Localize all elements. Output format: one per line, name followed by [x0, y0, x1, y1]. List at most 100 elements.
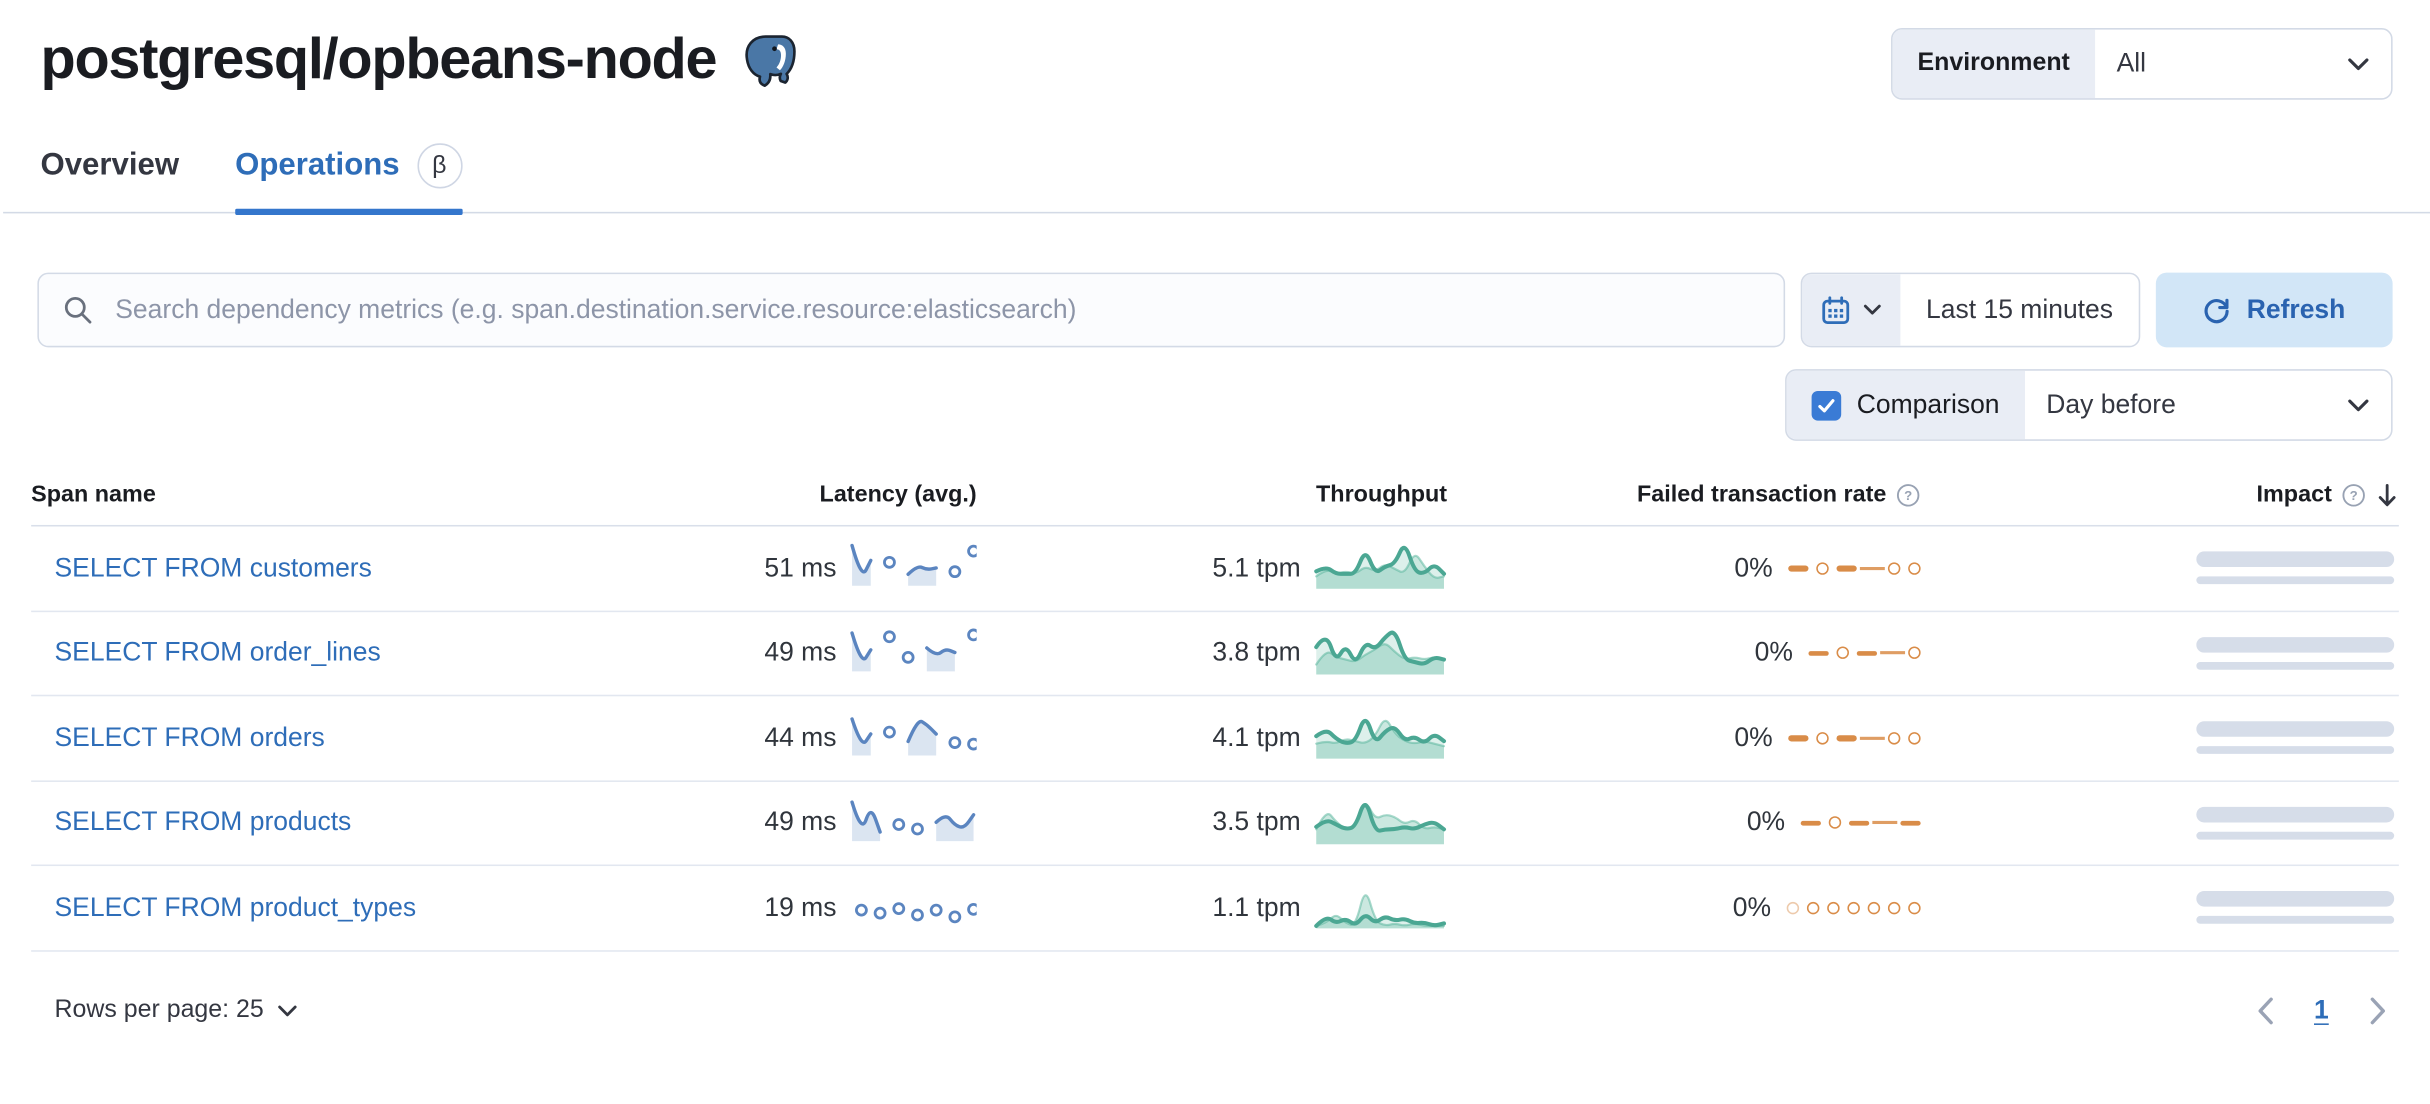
throughput-cell: 5.1 tpm: [977, 535, 1447, 602]
time-range-value[interactable]: Last 15 minutes: [1926, 294, 2114, 324]
impact-bar-previous: [2196, 831, 2395, 840]
latency-sparkline: [849, 879, 980, 937]
chevron-right-icon: [2370, 996, 2385, 1024]
failed-rate-value: 0%: [1746, 807, 1786, 837]
date-picker-quick-menu[interactable]: [1802, 274, 1901, 346]
col-header-failed-rate: Failed transaction rate ?: [1447, 481, 1921, 508]
throughput-cell: 1.1 tpm: [977, 874, 1447, 941]
impact-bar-previous: [2196, 916, 2395, 925]
comparison-label: Comparison: [1856, 389, 2000, 420]
previous-page-button[interactable]: [2256, 996, 2273, 1024]
next-page-button[interactable]: [2369, 996, 2386, 1024]
tab-overview-label: Overview: [40, 147, 180, 183]
table-footer: Rows per page: 25 1: [0, 979, 2430, 1041]
failed-rate-cell: 0%: [1447, 722, 1921, 753]
latency-sparkline: [849, 624, 980, 682]
throughput-cell: 3.5 tpm: [977, 789, 1447, 856]
impact-bar-current: [2196, 806, 2395, 823]
table-row: SELECT FROM products 49 ms 3.5 tpm 0%: [31, 781, 2399, 867]
search-input[interactable]: [112, 292, 1761, 328]
throughput-cell: 4.1 tpm: [977, 704, 1447, 771]
table-body: SELECT FROM customers 51 ms 5.1 tpm 0% S…: [31, 526, 2399, 951]
refresh-button[interactable]: Refresh: [2155, 272, 2393, 348]
impact-bar-current: [2196, 636, 2395, 653]
impact-bar-current: [2196, 551, 2395, 568]
title-wrap: postgresql/opbeans-node: [40, 25, 797, 94]
question-in-circle-icon[interactable]: ?: [2341, 482, 2366, 507]
date-picker[interactable]: Last 15 minutes: [1800, 272, 2141, 348]
latency-cell: 49 ms: [685, 794, 976, 852]
latency-value: 51 ms: [764, 552, 837, 583]
latency-sparkline: [849, 794, 977, 852]
span-name-link[interactable]: SELECT FROM customers: [54, 552, 372, 583]
failed-rate-sparkline: [1788, 722, 1921, 753]
latency-cell: 44 ms: [685, 709, 980, 767]
environment-value[interactable]: All: [2095, 30, 2391, 99]
col-header-span-name: Span name: [31, 481, 156, 508]
table-row: SELECT FROM customers 51 ms 5.1 tpm 0%: [31, 526, 2399, 612]
throughput-sparkline: [1313, 535, 1447, 602]
svg-text:?: ?: [1904, 487, 1912, 502]
span-name-link[interactable]: SELECT FROM products: [54, 807, 352, 837]
failed-rate-value: 0%: [1734, 722, 1773, 752]
chevron-down-icon: [2348, 57, 2369, 70]
span-name-link[interactable]: SELECT FROM orders: [54, 722, 325, 752]
comparison-select[interactable]: Day before: [2024, 371, 2391, 440]
comparison-toggle[interactable]: Comparison: [1786, 370, 2025, 440]
operations-table: Span name Latency (avg.) Throughput Fail…: [31, 481, 2399, 951]
col-header-throughput: Throughput: [1316, 481, 1448, 508]
impact-cell: [1921, 721, 2399, 755]
comparison-row: Comparison Day before: [0, 369, 2430, 441]
impact-bar-previous: [2196, 661, 2395, 670]
failed-rate-sparkline: [1808, 637, 1921, 668]
impact-bar-previous: [2196, 746, 2395, 755]
table-header-row: Span name Latency (avg.) Throughput Fail…: [31, 481, 2399, 527]
failed-rate-cell: 0%: [1447, 892, 1921, 923]
throughput-sparkline: [1313, 874, 1447, 941]
tab-overview[interactable]: Overview: [40, 143, 179, 212]
impact-cell: [1921, 806, 2399, 840]
rows-per-page-button[interactable]: Rows per page: 25: [55, 996, 298, 1024]
tab-bar: Overview Operations β: [3, 143, 2430, 215]
comparison-checkbox[interactable]: [1811, 390, 1842, 420]
chevron-left-icon: [2257, 996, 2273, 1024]
span-name-link[interactable]: SELECT FROM order_lines: [54, 637, 381, 668]
latency-value: 49 ms: [764, 637, 837, 668]
refresh-label: Refresh: [2246, 294, 2346, 324]
col-header-impact[interactable]: Impact ?: [1921, 481, 2399, 508]
throughput-value: 3.8 tpm: [1212, 637, 1301, 668]
failed-rate-value: 0%: [1732, 892, 1772, 922]
latency-cell: 19 ms: [685, 879, 980, 937]
impact-bar-current: [2196, 891, 2395, 907]
failed-rate-cell: 0%: [1447, 637, 1921, 668]
search-box[interactable]: [37, 272, 1786, 348]
refresh-icon: [2205, 298, 2230, 324]
impact-bar-current: [2196, 721, 2395, 738]
beta-badge: β: [416, 143, 462, 189]
chevron-down-icon: [278, 1004, 298, 1016]
failed-rate-sparkline: [1788, 553, 1921, 584]
latency-cell: 49 ms: [685, 624, 980, 682]
latency-value: 49 ms: [764, 807, 837, 837]
page-number-1[interactable]: 1: [2314, 994, 2329, 1025]
throughput-cell: 3.8 tpm: [977, 620, 1447, 687]
span-name-link[interactable]: SELECT FROM product_types: [54, 892, 417, 922]
throughput-value: 1.1 tpm: [1212, 892, 1301, 922]
controls-row: Last 15 minutes Refresh: [0, 272, 2430, 348]
throughput-value: 4.1 tpm: [1212, 722, 1301, 752]
table-row: SELECT FROM order_lines 49 ms 3.8 tpm 0%: [31, 611, 2399, 697]
question-in-circle-icon[interactable]: ?: [1896, 482, 1921, 507]
sort-descending-icon: [2378, 483, 2396, 506]
latency-value: 44 ms: [764, 722, 837, 752]
latency-value: 19 ms: [764, 892, 837, 922]
tab-operations[interactable]: Operations β: [235, 143, 462, 215]
col-header-latency: Latency (avg.): [819, 481, 977, 508]
environment-select[interactable]: Environment All: [1891, 28, 2393, 100]
environment-label: Environment: [1892, 29, 2095, 99]
impact-cell: [1921, 551, 2399, 585]
throughput-sparkline: [1313, 789, 1447, 856]
impact-bar-previous: [2196, 576, 2395, 585]
failed-rate-cell: 0%: [1447, 553, 1921, 584]
page-header: postgresql/opbeans-node Environment All: [0, 0, 2430, 100]
postgresql-elephant-icon: [745, 35, 796, 87]
